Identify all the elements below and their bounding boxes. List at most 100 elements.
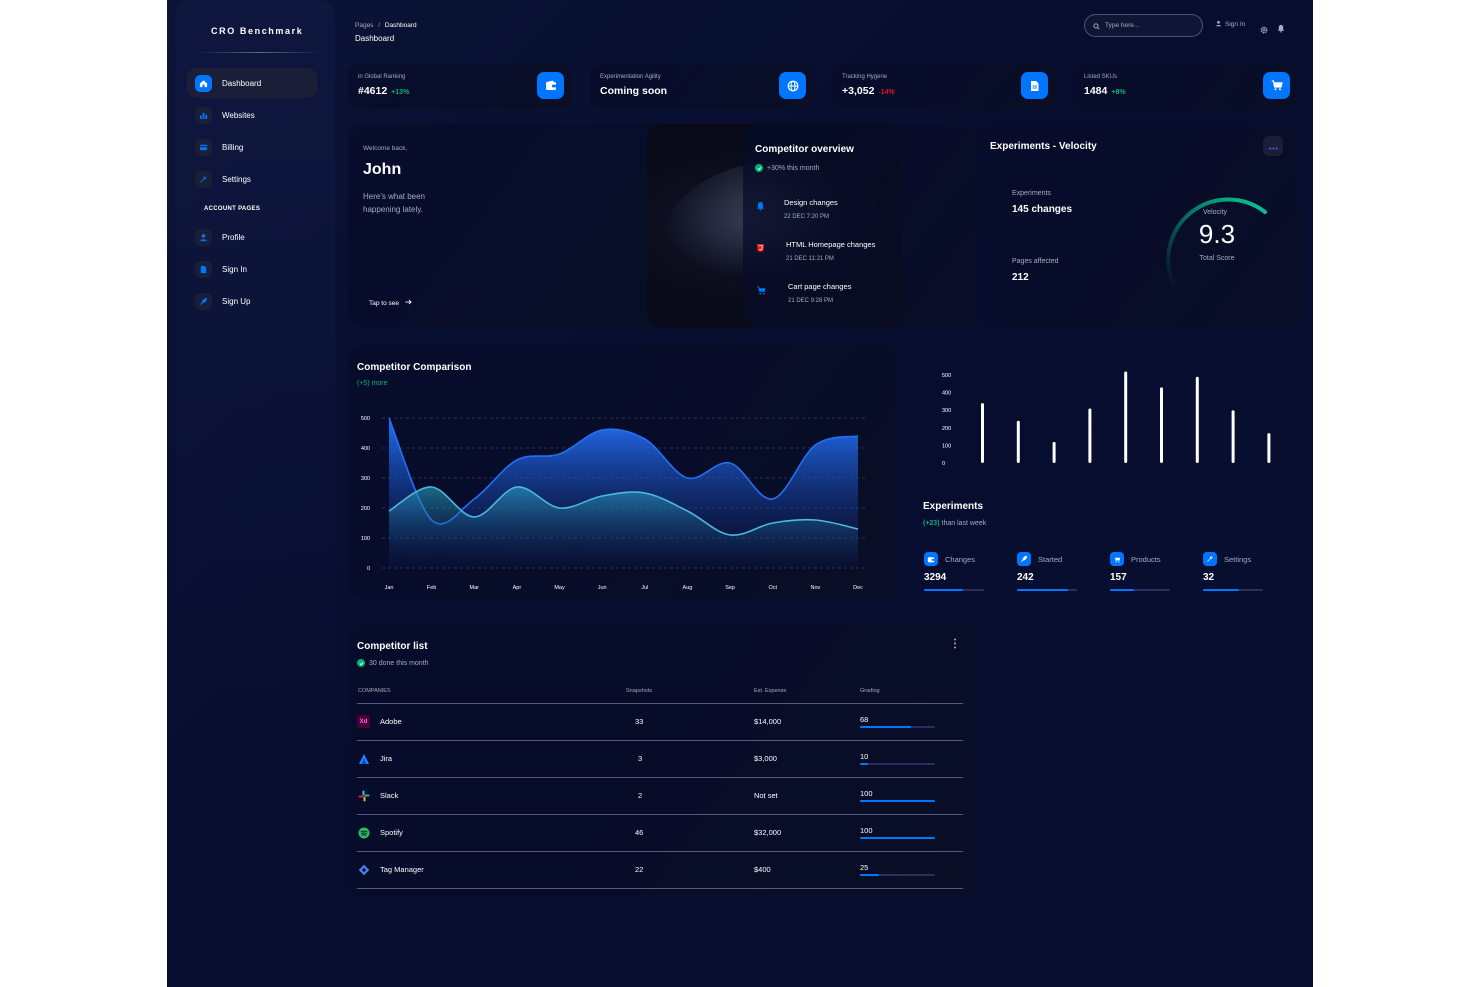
table-header-divider bbox=[357, 703, 963, 704]
table-row[interactable]: Slack 2 Not set 100 bbox=[357, 778, 963, 815]
bar bbox=[1088, 408, 1092, 463]
sign-in-label: Sign In bbox=[1225, 21, 1246, 28]
timeline-title: HTML Homepage changes bbox=[786, 240, 876, 249]
breadcrumb-separator: / bbox=[378, 22, 381, 29]
x-tick-label: May bbox=[554, 585, 565, 591]
chart-icon bbox=[195, 106, 212, 124]
experiment-stat-products: Products 157 bbox=[1110, 552, 1170, 591]
grading-bar bbox=[860, 837, 935, 839]
rocket-icon bbox=[195, 292, 212, 310]
experiment-stat-started: Started 242 bbox=[1017, 552, 1077, 591]
sidebar-item-label: Billing bbox=[222, 142, 244, 152]
wallet-icon bbox=[924, 552, 938, 566]
x-tick-label: Jul bbox=[641, 585, 648, 591]
rocket-icon bbox=[1017, 552, 1031, 566]
expense-value: $14,000 bbox=[754, 717, 782, 726]
sidebar-item-sign-up[interactable]: Sign Up bbox=[187, 286, 317, 316]
brand-title: CRO Benchmark bbox=[211, 26, 304, 36]
bar bbox=[1016, 420, 1020, 463]
stat-value: 32 bbox=[1203, 572, 1215, 583]
dashboard-app: CRO Benchmark Dashboard Websites Billing… bbox=[167, 0, 1313, 987]
y-tick-label: 200 bbox=[361, 506, 370, 512]
bell-icon[interactable] bbox=[1277, 20, 1285, 38]
column-header-companies: COMPANIES bbox=[358, 688, 391, 694]
wallet-icon[interactable] bbox=[537, 72, 564, 99]
stat-label: Listed SKUs bbox=[1084, 74, 1118, 80]
timeline-title: Cart page changes bbox=[788, 282, 852, 291]
x-tick-label: Aug bbox=[683, 585, 693, 591]
table-row[interactable]: Spotify 46 $32,000 100 bbox=[357, 815, 963, 852]
html5-icon bbox=[756, 240, 770, 262]
x-tick-label: Apr bbox=[513, 585, 522, 591]
pages-affected-value: 212 bbox=[1012, 272, 1029, 283]
column-header-expense: Est. Expense bbox=[754, 688, 787, 694]
y-tick-label: 400 bbox=[361, 446, 370, 452]
bar bbox=[1124, 371, 1128, 463]
experiments-bar-chart: 0 100 200 300 400 500 bbox=[942, 371, 1271, 467]
more-vertical-icon[interactable] bbox=[953, 636, 957, 654]
sidebar-item-websites[interactable]: Websites bbox=[187, 100, 317, 130]
series-area bbox=[389, 486, 858, 568]
experiments-subtitle: (+23) than last week bbox=[923, 520, 987, 527]
sidebar: CRO Benchmark Dashboard Websites Billing… bbox=[175, 0, 335, 685]
experiment-stat-changes: Changes 3294 bbox=[924, 552, 984, 591]
x-tick-label: Dec bbox=[853, 585, 863, 591]
competitor-list-title: Competitor list bbox=[357, 641, 428, 652]
pages-affected-label: Pages affected bbox=[1012, 258, 1059, 265]
stat-card-experimentation-agility: Experimentation Agility Coming soon bbox=[590, 64, 815, 109]
ellipsis-icon bbox=[1268, 137, 1278, 155]
y-tick-label: 0 bbox=[942, 461, 945, 467]
stat-change: +8% bbox=[1111, 89, 1126, 96]
person-icon bbox=[1215, 20, 1222, 29]
breadcrumb-current: Dashboard bbox=[384, 22, 417, 29]
sidebar-item-profile[interactable]: Profile bbox=[187, 222, 317, 252]
search-box[interactable] bbox=[1084, 14, 1203, 37]
stat-value: +3,052 -14% bbox=[842, 85, 895, 97]
check-icon bbox=[755, 164, 763, 172]
stat-value: 3294 bbox=[924, 572, 947, 583]
bar bbox=[1052, 441, 1056, 463]
table-row[interactable]: Xd Adobe 33 $14,000 68 bbox=[357, 704, 963, 741]
gauge-sub: Total Score bbox=[1199, 255, 1235, 262]
velocity-card: Experiments - Velocity Experiments 145 c… bbox=[977, 124, 1300, 328]
stat-value: 1484 +8% bbox=[1084, 85, 1126, 97]
x-tick-label: Oct bbox=[768, 585, 777, 591]
table-row[interactable]: Jira 3 $3,000 10 bbox=[357, 741, 963, 778]
stat-change: -14% bbox=[878, 89, 895, 96]
cart-icon[interactable] bbox=[1263, 72, 1290, 99]
cart-icon bbox=[756, 282, 770, 304]
stat-label: Experimentation Agility bbox=[600, 74, 661, 80]
stat-value: #4612 +13% bbox=[358, 85, 410, 97]
company-name: Jira bbox=[380, 754, 393, 763]
expense-value: $400 bbox=[754, 865, 771, 874]
sidebar-item-label: Sign Up bbox=[222, 296, 251, 306]
tag-manager-icon bbox=[357, 863, 370, 876]
table-row[interactable]: Tag Manager 22 $400 25 bbox=[357, 852, 963, 889]
timeline-date: 21 DEC 11:21 PM bbox=[786, 256, 834, 262]
sidebar-item-billing[interactable]: Billing bbox=[187, 132, 317, 162]
expense-value: Not set bbox=[754, 791, 778, 800]
document-icon bbox=[195, 260, 212, 278]
sign-in-link[interactable]: Sign In bbox=[1215, 20, 1245, 29]
grading-value: 100 bbox=[860, 789, 873, 798]
stat-label: Tracking Hygene bbox=[842, 74, 888, 80]
breadcrumb-root[interactable]: Pages bbox=[355, 22, 374, 29]
snapshots-value: 3 bbox=[638, 754, 643, 763]
gauge-label: Velocity bbox=[1202, 209, 1228, 216]
bar bbox=[981, 403, 984, 463]
page-title: Dashboard bbox=[355, 34, 395, 43]
sidebar-item-sign-in[interactable]: Sign In bbox=[187, 254, 317, 284]
sidebar-item-settings[interactable]: Settings bbox=[187, 164, 317, 194]
tap-to-see-link[interactable]: Tap to see bbox=[369, 299, 412, 307]
column-header-grading: Grading bbox=[860, 688, 880, 694]
wrench-icon bbox=[195, 170, 212, 188]
stat-value: 242 bbox=[1017, 572, 1034, 583]
globe-icon[interactable] bbox=[779, 72, 806, 99]
progress-bar bbox=[1203, 589, 1263, 591]
document-icon[interactable] bbox=[1021, 72, 1048, 99]
sidebar-item-dashboard[interactable]: Dashboard bbox=[187, 68, 317, 98]
search-input[interactable] bbox=[1105, 22, 1195, 29]
company-name: Adobe bbox=[380, 717, 402, 726]
gear-icon[interactable] bbox=[1260, 21, 1268, 39]
more-options-button[interactable] bbox=[1263, 136, 1283, 156]
